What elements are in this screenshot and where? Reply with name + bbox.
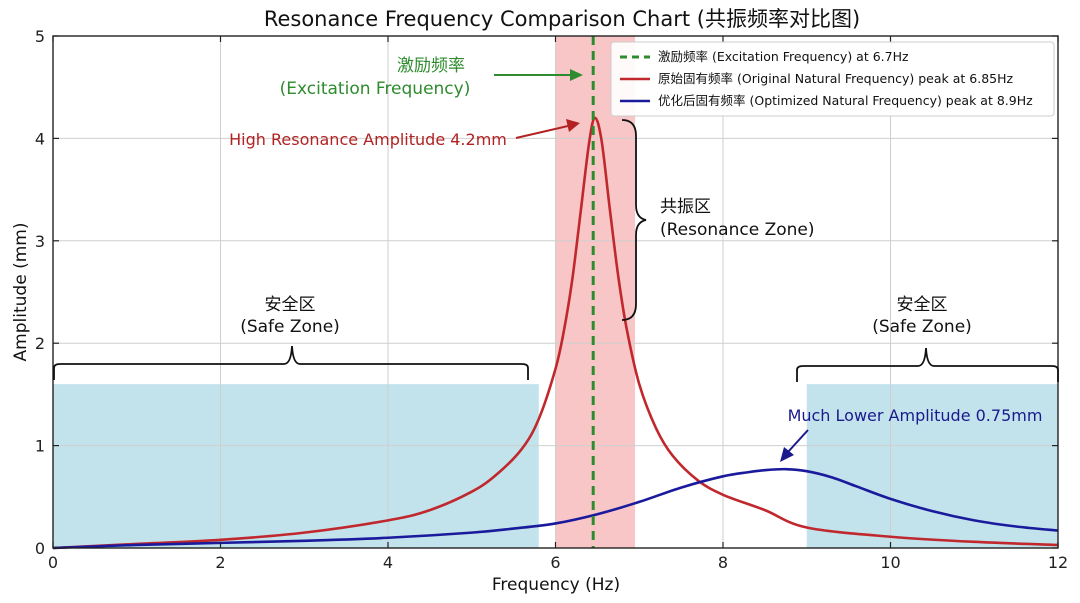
safe-zone-right-area <box>806 384 1058 548</box>
safe-zone-right-label-cn: 安全区 <box>897 295 948 315</box>
lower-amplitude-label: Much Lower Amplitude 0.75mm <box>788 406 1043 425</box>
optimized-frequency-curve <box>52 467 1059 550</box>
y-axis-label: Amplitude (mm) <box>11 223 31 362</box>
legend-box <box>610 41 1055 117</box>
annotation-excitation: 激励频率 (Excitation Frequency) <box>280 56 583 99</box>
x-tick-label: 10 <box>880 553 900 572</box>
high-resonance-arrow-head <box>566 119 580 132</box>
resonance-zone-label-en: (Resonance Zone) <box>660 220 815 240</box>
annotation-lower-amplitude: Much Lower Amplitude 0.75mm <box>780 406 1042 462</box>
legend: 激励频率 (Excitation Frequency) at 6.7Hz 原始固… <box>610 41 1055 117</box>
legend-entry-excitation: 激励频率 (Excitation Frequency) at 6.7Hz <box>658 49 909 64</box>
y-tick-label: 5 <box>35 27 45 46</box>
excitation-arrow-head <box>570 69 583 81</box>
x-tick-label: 0 <box>48 553 58 572</box>
x-tick-label: 2 <box>215 553 225 572</box>
x-tick-label: 4 <box>383 553 393 572</box>
high-resonance-arrow <box>515 125 569 139</box>
annotation-safe-zone-right: 安全区 (Safe Zone) <box>796 295 1059 382</box>
lower-amplitude-arrow-head <box>780 447 794 462</box>
lower-amplitude-arrow <box>787 429 809 453</box>
x-tick-label: 8 <box>718 553 728 572</box>
excitation-label-en: (Excitation Frequency) <box>280 79 471 99</box>
x-axis-label: Frequency (Hz) <box>492 575 620 595</box>
safe-zone-left-label-cn: 安全区 <box>265 295 316 315</box>
annotation-high-resonance: High Resonance Amplitude 4.2mm <box>229 119 580 149</box>
legend-entry-optimized: 优化后固有频率 (Optimized Natural Frequency) pe… <box>658 93 1033 108</box>
y-tick-label: 1 <box>35 437 45 456</box>
chart-title: Resonance Frequency Comparison Chart (共振… <box>264 7 860 31</box>
safe-zone-left-label-en: (Safe Zone) <box>240 317 340 337</box>
x-tick-label: 12 <box>1048 553 1068 572</box>
annotation-resonance-zone: 共振区 (Resonance Zone) <box>621 119 815 321</box>
y-tick-label: 0 <box>35 539 45 558</box>
x-tick-label: 6 <box>550 553 560 572</box>
safe-zone-left-area <box>53 384 539 548</box>
resonance-zone-label-cn: 共振区 <box>660 197 711 217</box>
safe-zone-right-brace <box>796 347 1059 382</box>
legend-entry-original: 原始固有频率 (Original Natural Frequency) peak… <box>658 71 1014 86</box>
y-tick-label: 4 <box>35 129 45 148</box>
original-frequency-curve <box>52 116 1059 550</box>
excitation-label-cn: 激励频率 <box>397 56 465 76</box>
resonance-zone-brace <box>621 119 647 321</box>
high-resonance-label: High Resonance Amplitude 4.2mm <box>229 130 507 149</box>
safe-zone-left-brace <box>53 345 529 380</box>
safe-zone-right-label-en: (Safe Zone) <box>872 317 972 337</box>
annotation-safe-zone-left: 安全区 (Safe Zone) <box>53 295 529 380</box>
y-tick-label: 3 <box>35 232 45 251</box>
y-tick-label: 2 <box>35 334 45 353</box>
